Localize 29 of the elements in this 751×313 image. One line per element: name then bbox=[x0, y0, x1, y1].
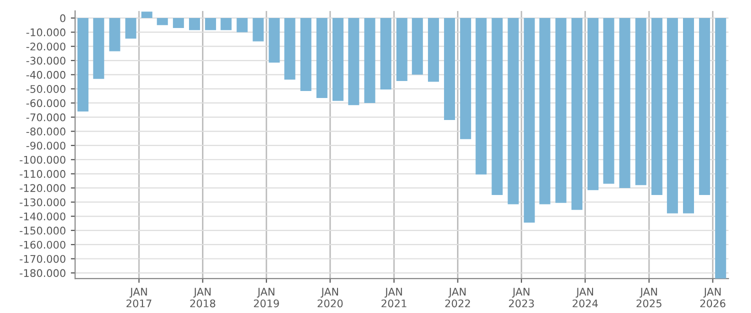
x-tick-label: JAN 2021 bbox=[382, 288, 406, 308]
y-tick-label: -50.000 bbox=[26, 85, 66, 93]
y-tick-label: -170.000 bbox=[20, 254, 66, 263]
y-tick-label: -160.000 bbox=[20, 240, 66, 249]
y-tick-label: -180.000 bbox=[20, 269, 66, 278]
y-tick-label: -60.000 bbox=[26, 99, 66, 108]
x-tick-label: JAN 2019 bbox=[254, 288, 279, 308]
y-tick-label: -100.000 bbox=[20, 156, 66, 164]
x-tick-label: JAN 2017 bbox=[126, 288, 152, 308]
y-tick-label: -80.000 bbox=[26, 128, 66, 136]
x-tick-label: JAN 2025 bbox=[636, 288, 662, 308]
x-tick-label: JAN 2026 bbox=[700, 288, 726, 308]
y-tick-label: -10.000 bbox=[26, 28, 66, 36]
x-tick-label: JAN 2022 bbox=[445, 288, 470, 308]
y-tick-label: -70.000 bbox=[26, 113, 66, 122]
y-tick-label: -120.000 bbox=[20, 184, 66, 192]
y-tick-label: -20.000 bbox=[26, 42, 66, 50]
x-tick-label: JAN 2024 bbox=[572, 288, 598, 308]
y-tick-label: -90.000 bbox=[26, 142, 66, 150]
y-tick-label: -30.000 bbox=[26, 56, 66, 65]
y-tick-label: 0 bbox=[60, 14, 66, 22]
x-tick-label: JAN 2018 bbox=[190, 288, 216, 308]
y-tick-label: -110.000 bbox=[20, 170, 66, 178]
y-tick-label: -130.000 bbox=[20, 198, 66, 206]
y-tick-label: -140.000 bbox=[20, 212, 66, 220]
x-tick-label: JAN 2020 bbox=[318, 288, 343, 308]
x-tick-label: JAN 2023 bbox=[508, 288, 534, 308]
y-tick-label: -40.000 bbox=[26, 70, 66, 79]
y-tick-label: -150.000 bbox=[20, 226, 66, 235]
